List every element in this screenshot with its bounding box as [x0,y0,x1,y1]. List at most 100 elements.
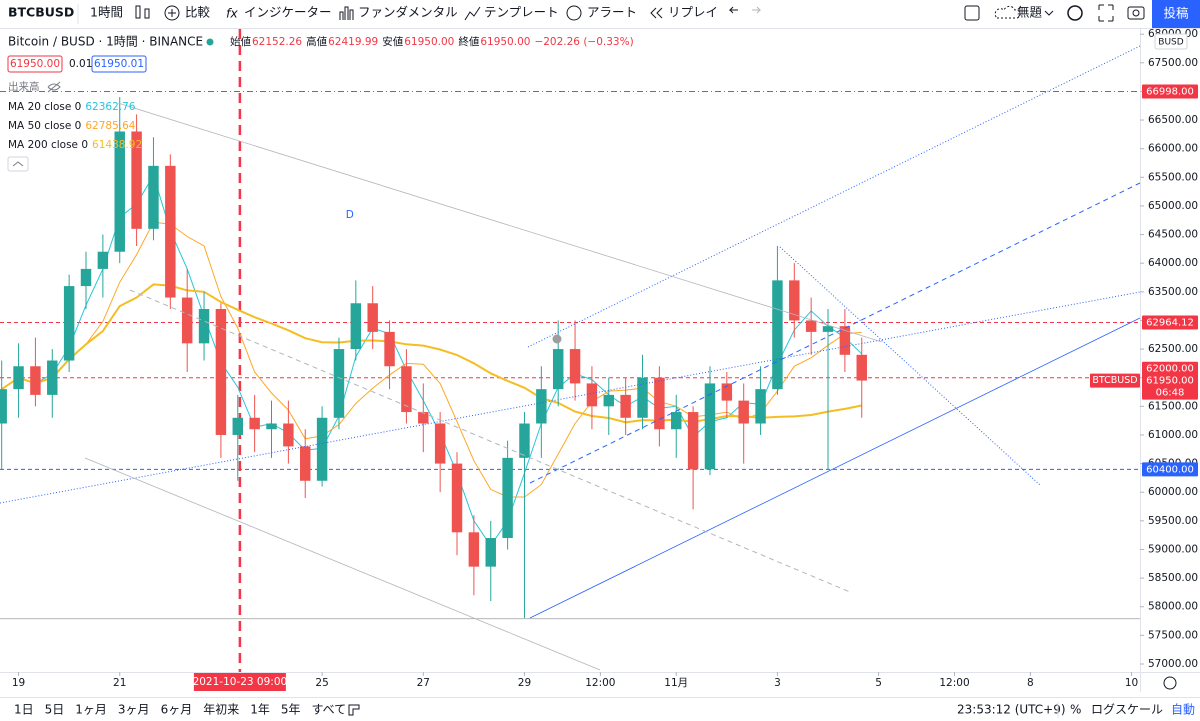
candle-body [333,349,345,418]
trend-line [84,457,601,671]
undo-button[interactable] [728,6,738,14]
ohlc-values: 始値 62152.26 高値 62419.99 安値 61950.00 終値 61950.00… [230,35,634,48]
price-line-box [1142,84,1198,99]
last-price-name: BTCBUSD [1092,375,1137,386]
x-tick-label: 5 [875,677,882,689]
layout-button[interactable] [964,5,980,21]
settings-button[interactable] [1067,5,1083,21]
interval-button[interactable]: 1時間 [90,5,123,20]
ma-value: 62785.64 [85,120,135,132]
clock: 23:53:12 (UTC+9) [957,703,1066,717]
candle-type-button[interactable] [135,5,150,19]
trend-line [129,289,851,593]
compare-icon [168,9,176,17]
channel-lower [529,317,1141,619]
y-tick-label: 65500.00 [1148,171,1198,183]
candle-body [63,286,75,361]
spread: 0.01 [69,58,92,70]
candle-body [13,366,24,390]
x-tick-label: 19 [12,677,25,689]
compare-button[interactable]: 比較 [185,5,211,20]
x-tick-label: 10 [1125,677,1138,689]
axis-settings-button[interactable] [1163,676,1177,690]
ohlc-value: 61950.00 [480,36,530,48]
chart-pane: D 57000.00 57500.00 58000.00 58500.00 59000.… [0,28,1200,692]
ask-price: 61950.01 [94,58,144,70]
bottom-bar: 23:53:12 (UTC+9) % ログスケール 自動 1日 5日 1ヶ月 3ヶ月 6… [0,676,1200,718]
candle-body [536,389,547,424]
range-button[interactable]: 5日 [45,703,65,717]
alert-icon [566,5,582,21]
currency-box [1154,33,1188,50]
last-price-name-box [1090,373,1140,388]
range-button[interactable]: すべて [312,703,347,717]
last-price-label: 61950.00 [1146,376,1194,387]
visibility-icon[interactable] [47,81,61,93]
y-tick-label: 62500.00 [1148,343,1198,355]
alert-marker[interactable] [552,334,562,344]
range-button[interactable]: 3ヶ月 [118,703,150,717]
bid-box[interactable] [7,55,63,73]
snapshot-button[interactable] [1127,6,1145,20]
candle-body [367,303,378,332]
range-button[interactable]: 1ヶ月 [75,703,107,717]
collapse-button[interactable] [7,156,29,172]
symbol-button[interactable]: BTCBUSD [8,5,74,20]
dropdown-icon [1044,10,1054,16]
y-tick-label: 65000.00 [1148,200,1198,212]
ask-box[interactable] [91,55,147,73]
x-tick-label: 3 [774,677,781,689]
x-tick-label: 12:00 [585,677,615,689]
x-tick-label: 21 [113,677,126,689]
auto-toggle[interactable]: 自動 [1171,703,1195,717]
y-tick-label: 59000.00 [1148,543,1198,555]
percent-toggle[interactable]: % [1070,703,1081,717]
layout-name[interactable]: 無題 [1017,5,1043,20]
range-button[interactable]: 年初来 [203,703,239,717]
candle-body [283,423,294,447]
redo-button[interactable] [752,6,762,14]
currency-label: BUSD [1158,38,1183,48]
candle-body [114,131,125,252]
replay-button[interactable]: リプレイ [668,5,718,20]
range-button[interactable]: 6ヶ月 [161,703,193,717]
y-tick-label: 64500.00 [1148,229,1198,241]
candle-body [232,417,244,435]
log-toggle[interactable]: ログスケール [1091,703,1163,717]
x-tick-label: 12:00 [939,677,969,689]
fundamentals-button[interactable]: ファンダメンタル [358,5,458,20]
legend: Bitcoin / BUSD · 1時間 · BINANCE 始値 62152.2… [7,35,634,172]
cloud-icon [994,5,1021,19]
price-line-box [1142,315,1198,330]
candle-body [198,308,210,344]
y-tick-label: 64000.00 [1148,257,1198,269]
candle-body [249,417,260,430]
candle-body [350,303,362,350]
price-line-box [1142,462,1198,477]
y-tick-label: 60000.00 [1148,486,1198,498]
range-button[interactable]: 1日 [14,703,34,717]
alert-button[interactable]: アラート [587,5,637,20]
market-status [206,38,214,46]
indicators-button[interactable]: インジケーター [244,5,332,20]
range-button[interactable]: 1年 [250,703,270,717]
y-tick-label: 57500.00 [1148,629,1198,641]
candle-body [839,326,851,355]
candle-body [451,463,463,533]
ma-label: MA 200 close 0 [8,139,88,151]
candle-body [80,268,92,287]
publish-button[interactable] [1152,0,1200,28]
change-value: −202.26 (−0.33%) [534,36,633,48]
ma-label: MA 50 close 0 [8,120,81,132]
range-button[interactable]: 5年 [281,703,301,717]
candle-body [485,538,496,567]
candle-body [687,412,699,470]
x-tick-label: 29 [518,677,531,689]
goto-date-button[interactable] [348,704,360,716]
candle-body [316,417,328,481]
crosshair-date-box [193,673,286,691]
candle-body [603,394,615,407]
templates-button[interactable]: テンプレート [484,5,559,20]
candle-body [738,400,749,424]
